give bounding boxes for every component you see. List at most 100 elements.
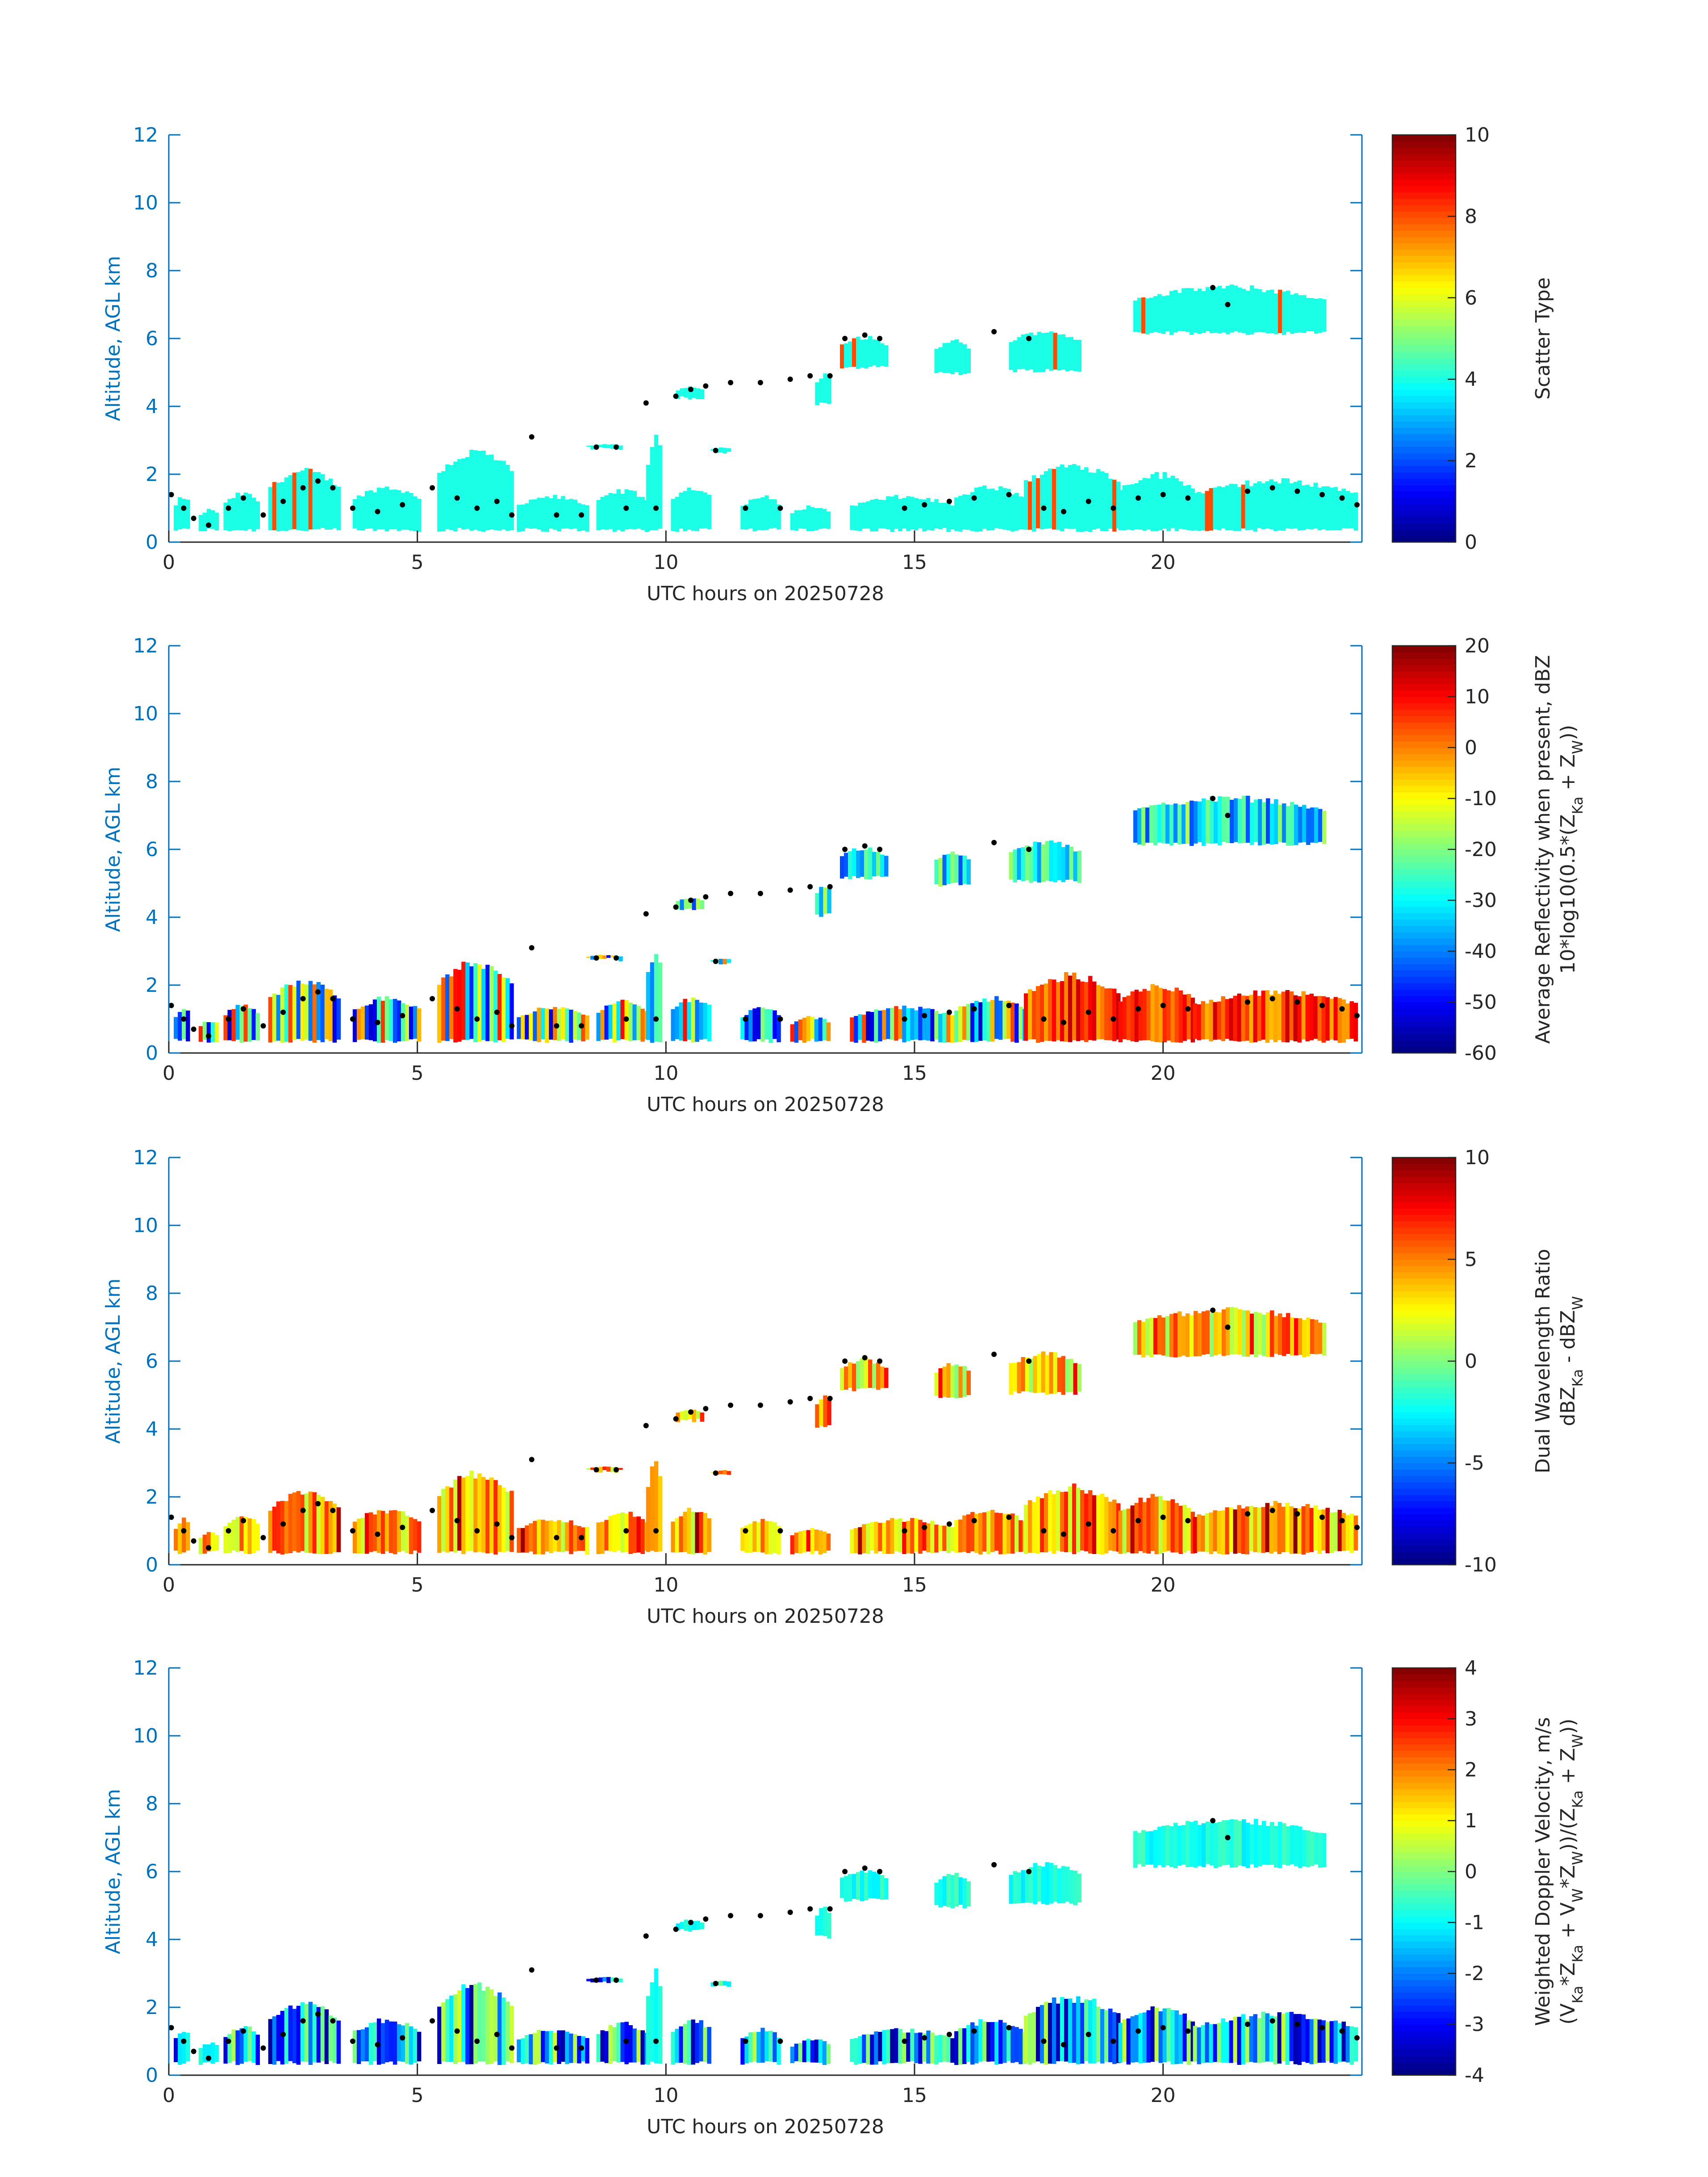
heatmap-cell — [874, 499, 878, 531]
heatmap-cell — [990, 2022, 995, 2062]
boundary-point — [554, 512, 560, 518]
heatmap-cell — [684, 898, 689, 909]
boundary-point — [191, 2048, 196, 2054]
heatmap-cell — [1033, 841, 1037, 882]
x-tick-label: 20 — [1151, 1574, 1176, 1596]
heatmap-cell — [549, 1520, 553, 1553]
heatmap-cell — [461, 1477, 466, 1554]
heatmap-cell — [1040, 2005, 1044, 2064]
heatmap-cell — [1158, 1496, 1163, 1554]
heatmap-cell — [620, 2022, 625, 2062]
heatmap-cell — [671, 1521, 675, 1553]
heatmap-cell — [328, 990, 333, 1041]
heatmap-cell — [268, 487, 273, 531]
heatmap-cell — [1265, 798, 1270, 844]
heatmap-cell — [473, 1984, 478, 2064]
heatmap-cell — [1185, 288, 1190, 332]
heatmap-cell — [1122, 485, 1127, 531]
heatmap-cell — [1229, 2020, 1233, 2063]
heatmap-cell — [1209, 2024, 1213, 2063]
boundary-point — [1006, 492, 1012, 497]
boundary-point — [623, 2039, 629, 2044]
heatmap-cell — [1253, 990, 1257, 1043]
heatmap-cell — [198, 1538, 203, 1554]
heatmap-cell — [247, 2027, 252, 2061]
heatmap-cell — [336, 1507, 341, 1552]
heatmap-cell — [1317, 2019, 1322, 2063]
heatmap-cell — [1293, 1508, 1298, 1554]
heatmap-cell — [1310, 1831, 1315, 1866]
heatmap-cell — [1023, 1504, 1028, 1554]
heatmap-cell — [1249, 1313, 1254, 1354]
heatmap-cell — [950, 506, 955, 530]
heatmap-cell — [884, 1878, 889, 1900]
heatmap-cell — [794, 510, 799, 531]
heatmap-cell — [1069, 847, 1073, 880]
heatmap-cell — [773, 1522, 777, 1553]
heatmap-cell — [596, 1012, 601, 1041]
heatmap-cell — [848, 1874, 852, 1901]
heatmap-cell — [950, 340, 955, 375]
boundary-point — [728, 890, 734, 896]
heatmap-cell — [1044, 1493, 1048, 1553]
heatmap-cell — [1333, 2020, 1338, 2064]
heatmap-cell — [227, 2034, 232, 2063]
heatmap-cell — [1154, 2007, 1159, 2061]
heatmap-cell — [986, 1511, 991, 1554]
heatmap-cell — [1322, 1833, 1327, 1867]
heatmap-cell — [1221, 1510, 1225, 1555]
boundary-point — [614, 1977, 619, 1983]
heatmap-cell — [894, 1519, 898, 1551]
heatmap-cell — [1321, 1509, 1326, 1551]
boundary-point — [877, 1869, 883, 1874]
heatmap-cell — [1253, 288, 1258, 333]
heatmap-cell — [1205, 800, 1210, 844]
heatmap-cell — [1057, 842, 1061, 880]
y-tick-label: 4 — [146, 1418, 158, 1441]
heatmap-cell — [710, 1471, 715, 1473]
heatmap-cell — [1088, 976, 1093, 1040]
boundary-point — [623, 1016, 629, 1022]
heatmap-cell — [990, 489, 995, 531]
boundary-point — [1225, 1325, 1231, 1330]
heatmap-cell — [727, 448, 731, 452]
heatmap-cell — [493, 1996, 498, 2062]
heatmap-cell — [806, 2039, 811, 2062]
boundary-point — [1185, 1518, 1191, 1524]
boundary-point — [623, 506, 629, 511]
y-tick-label: 8 — [146, 1793, 158, 1815]
heatmap-cell — [628, 1512, 633, 1554]
heatmap-cell — [545, 1521, 549, 1552]
boundary-point — [315, 1501, 321, 1507]
heatmap-cell — [1182, 1504, 1187, 1553]
heatmap-cell — [529, 499, 533, 529]
heatmap-cell — [590, 1978, 595, 1983]
heatmap-cell — [768, 1521, 773, 1554]
heatmap-cell — [752, 499, 757, 531]
heatmap-cell — [1193, 1517, 1197, 1553]
boundary-point — [330, 1508, 336, 1513]
heatmap-cell — [986, 2022, 991, 2062]
heatmap-cell — [1294, 1318, 1299, 1356]
heatmap-cell — [974, 1001, 979, 1042]
heatmap-cell — [902, 2032, 906, 2064]
heatmap-cell — [1273, 2016, 1278, 2064]
boundary-point — [1354, 1013, 1360, 1019]
colorbar-tick-label: -4 — [1465, 2064, 1484, 2087]
heatmap-cell — [505, 464, 510, 531]
y-tick-label: 8 — [146, 770, 158, 793]
heatmap-cell — [596, 500, 601, 531]
heatmap-cell — [235, 2030, 240, 2065]
heatmap-cell — [1286, 1313, 1290, 1354]
heatmap-cell — [675, 2029, 679, 2063]
heatmap-cell — [1285, 990, 1290, 1043]
boundary-point — [946, 1009, 952, 1015]
y-tick-label: 10 — [133, 192, 158, 214]
heatmap-cell — [612, 2027, 617, 2061]
heatmap-cell — [1137, 808, 1142, 845]
heatmap-cell — [186, 499, 190, 529]
heatmap-cell — [489, 454, 494, 530]
x-tick-label: 0 — [163, 2084, 175, 2107]
heatmap-cell — [1281, 991, 1286, 1042]
heatmap-cell — [1013, 340, 1017, 372]
